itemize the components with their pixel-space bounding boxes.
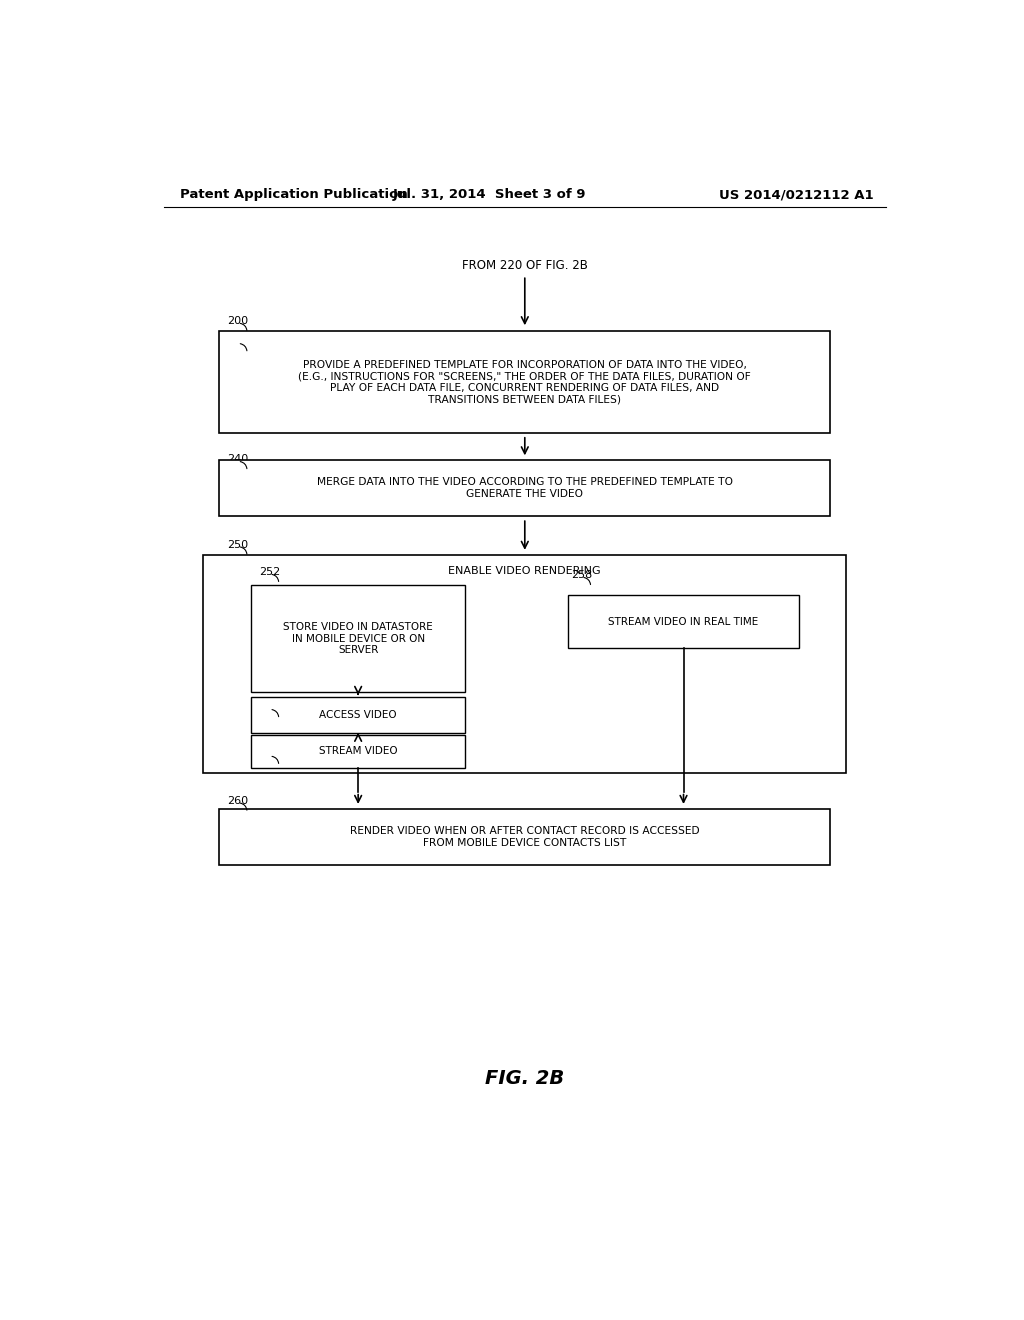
Bar xyxy=(219,809,830,865)
Text: 260: 260 xyxy=(227,796,249,805)
Text: STORE VIDEO IN DATASTORE
IN MOBILE DEVICE OR ON
SERVER: STORE VIDEO IN DATASTORE IN MOBILE DEVIC… xyxy=(284,622,433,655)
Text: FIG. 2B: FIG. 2B xyxy=(485,1069,564,1088)
Bar xyxy=(251,735,465,768)
Bar xyxy=(568,595,799,648)
Text: 258: 258 xyxy=(570,570,592,579)
Text: 250: 250 xyxy=(227,540,249,549)
Text: Jul. 31, 2014  Sheet 3 of 9: Jul. 31, 2014 Sheet 3 of 9 xyxy=(392,189,586,202)
Text: 230: 230 xyxy=(227,337,249,346)
Text: ENABLE VIDEO RENDERING: ENABLE VIDEO RENDERING xyxy=(449,566,601,576)
Text: ACCESS VIDEO: ACCESS VIDEO xyxy=(319,710,397,719)
Text: US 2014/0212112 A1: US 2014/0212112 A1 xyxy=(719,189,873,202)
Text: Patent Application Publication: Patent Application Publication xyxy=(179,189,408,202)
Text: FROM 220 OF FIG. 2B: FROM 220 OF FIG. 2B xyxy=(462,259,588,272)
Text: 254: 254 xyxy=(259,702,281,713)
Text: STREAM VIDEO: STREAM VIDEO xyxy=(318,747,397,756)
Text: MERGE DATA INTO THE VIDEO ACCORDING TO THE PREDEFINED TEMPLATE TO
GENERATE THE V: MERGE DATA INTO THE VIDEO ACCORDING TO T… xyxy=(316,478,733,499)
Text: 200: 200 xyxy=(227,315,249,326)
Bar xyxy=(251,697,465,733)
Text: PROVIDE A PREDEFINED TEMPLATE FOR INCORPORATION OF DATA INTO THE VIDEO,
(E.G., I: PROVIDE A PREDEFINED TEMPLATE FOR INCORP… xyxy=(298,359,752,404)
Text: STREAM VIDEO IN REAL TIME: STREAM VIDEO IN REAL TIME xyxy=(608,616,759,627)
Text: 252: 252 xyxy=(259,568,281,577)
Bar xyxy=(219,331,830,433)
Text: RENDER VIDEO WHEN OR AFTER CONTACT RECORD IS ACCESSED
FROM MOBILE DEVICE CONTACT: RENDER VIDEO WHEN OR AFTER CONTACT RECOR… xyxy=(350,826,699,847)
Text: 240: 240 xyxy=(227,454,249,465)
Bar xyxy=(219,461,830,516)
Text: 256: 256 xyxy=(259,748,281,759)
Bar xyxy=(251,585,465,692)
Bar xyxy=(204,554,846,774)
